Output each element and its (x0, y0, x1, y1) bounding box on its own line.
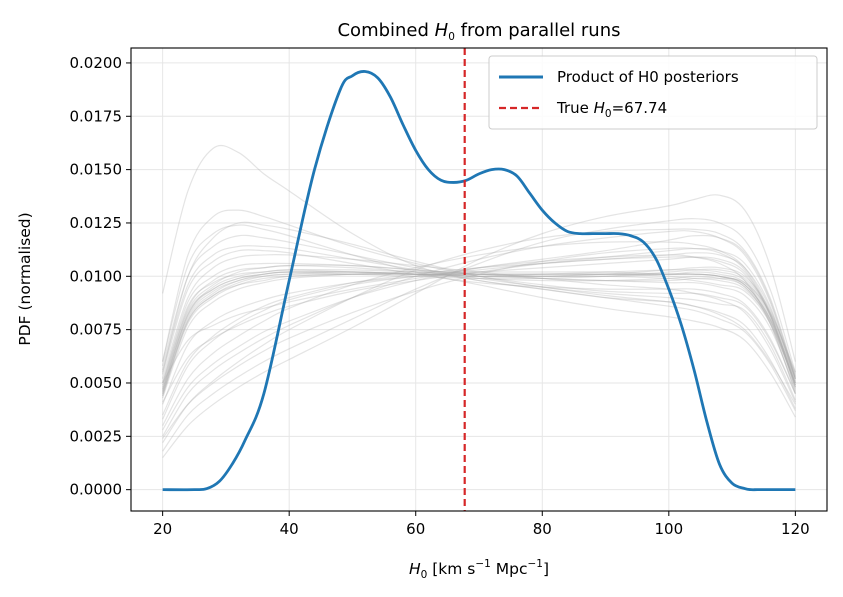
y-tick-label: 0.0100 (70, 267, 123, 285)
y-tick-label: 0.0000 (70, 481, 123, 499)
x-tick-label: 40 (280, 520, 299, 538)
legend-true-prefix: True (556, 99, 594, 117)
legend-true-sub: 0 (605, 108, 612, 120)
x-axis-label: H0 [km s−1 Mpc−1] (409, 558, 549, 581)
x-axis-label-var: H (409, 560, 421, 578)
run-curve (162, 234, 796, 409)
x-tick-label: 120 (781, 520, 810, 538)
axes-frame (130, 47, 828, 512)
x-axis-label-close: ] (543, 560, 549, 578)
x-axis-label-unit-b: Mpc (491, 560, 528, 578)
run-curve (162, 273, 796, 396)
chart-title-sub: 0 (448, 31, 455, 43)
legend-product-label: Product of H0 posteriors (557, 68, 739, 86)
run-curve (162, 256, 796, 416)
y-tick-label: 0.0025 (70, 427, 123, 445)
run-curve (162, 268, 796, 390)
run-curve (162, 230, 796, 437)
x-axis-label-sup-a: −1 (475, 558, 490, 570)
chart-title-prefix: Combined (337, 20, 434, 41)
y-tick-label: 0.0075 (70, 321, 123, 339)
x-tick-label: 80 (533, 520, 552, 538)
x-axis-label-sub: 0 (421, 569, 428, 581)
chart-title-var: H (435, 20, 449, 41)
run-curve (162, 234, 796, 431)
y-tick-label: 0.0050 (70, 374, 123, 392)
run-curve (162, 221, 796, 401)
run-curve (162, 254, 796, 392)
y-ticks: 0.0000 0.0025 0.0050 0.0075 0.0100 0.0125 0.01… (70, 54, 131, 499)
chart-title: Combined H0 from parallel runs (337, 20, 620, 43)
run-curve (162, 249, 796, 394)
run-curve (162, 269, 796, 388)
product-curve (162, 70, 796, 492)
run-curve (162, 224, 796, 418)
run-curve (162, 252, 796, 420)
run-curve (162, 228, 796, 444)
y-tick-label: 0.0125 (70, 214, 123, 232)
x-tick-label: 20 (153, 520, 172, 538)
y-axis-label: PDF (normalised) (16, 212, 34, 345)
plot-area (162, 48, 796, 511)
product-curve-group (162, 70, 796, 492)
run-curve (162, 271, 796, 390)
x-ticks: 20 40 60 80 100 120 (153, 511, 810, 538)
run-curve (162, 262, 796, 384)
x-axis-label-sup-b: −1 (528, 558, 543, 570)
run-curve (162, 245, 796, 412)
run-curve (162, 265, 796, 388)
chart-title-suffix: from parallel runs (455, 20, 621, 41)
x-axis-label-unit-a: [km s (427, 560, 475, 578)
legend-box (488, 55, 818, 130)
run-curve (162, 253, 796, 403)
run-curve (162, 273, 796, 396)
run-curve (162, 218, 796, 452)
legend-true-suffix: =67.74 (612, 99, 668, 117)
x-tick-label: 60 (406, 520, 425, 538)
x-tick-label: 100 (654, 520, 683, 538)
y-tick-label: 0.0200 (70, 54, 123, 72)
parallel-run-curves (162, 144, 796, 459)
run-curve (162, 269, 796, 394)
legend-true-label: True H0=67.74 (556, 99, 667, 120)
run-curve (162, 144, 796, 405)
y-tick-label: 0.0150 (70, 161, 123, 179)
run-curve (162, 247, 796, 403)
y-tick-label: 0.0175 (70, 107, 123, 125)
run-curve (162, 273, 796, 394)
legend-true-var: H (594, 99, 605, 117)
run-curve (162, 271, 796, 399)
run-curve (162, 264, 796, 390)
run-curve (162, 256, 796, 405)
run-curve (162, 194, 796, 459)
legend: Product of H0 posteriors True H0=67.74 (488, 55, 818, 130)
run-curve (162, 247, 796, 439)
run-curve (162, 266, 796, 392)
run-curve (162, 241, 796, 426)
run-curve (162, 269, 796, 392)
